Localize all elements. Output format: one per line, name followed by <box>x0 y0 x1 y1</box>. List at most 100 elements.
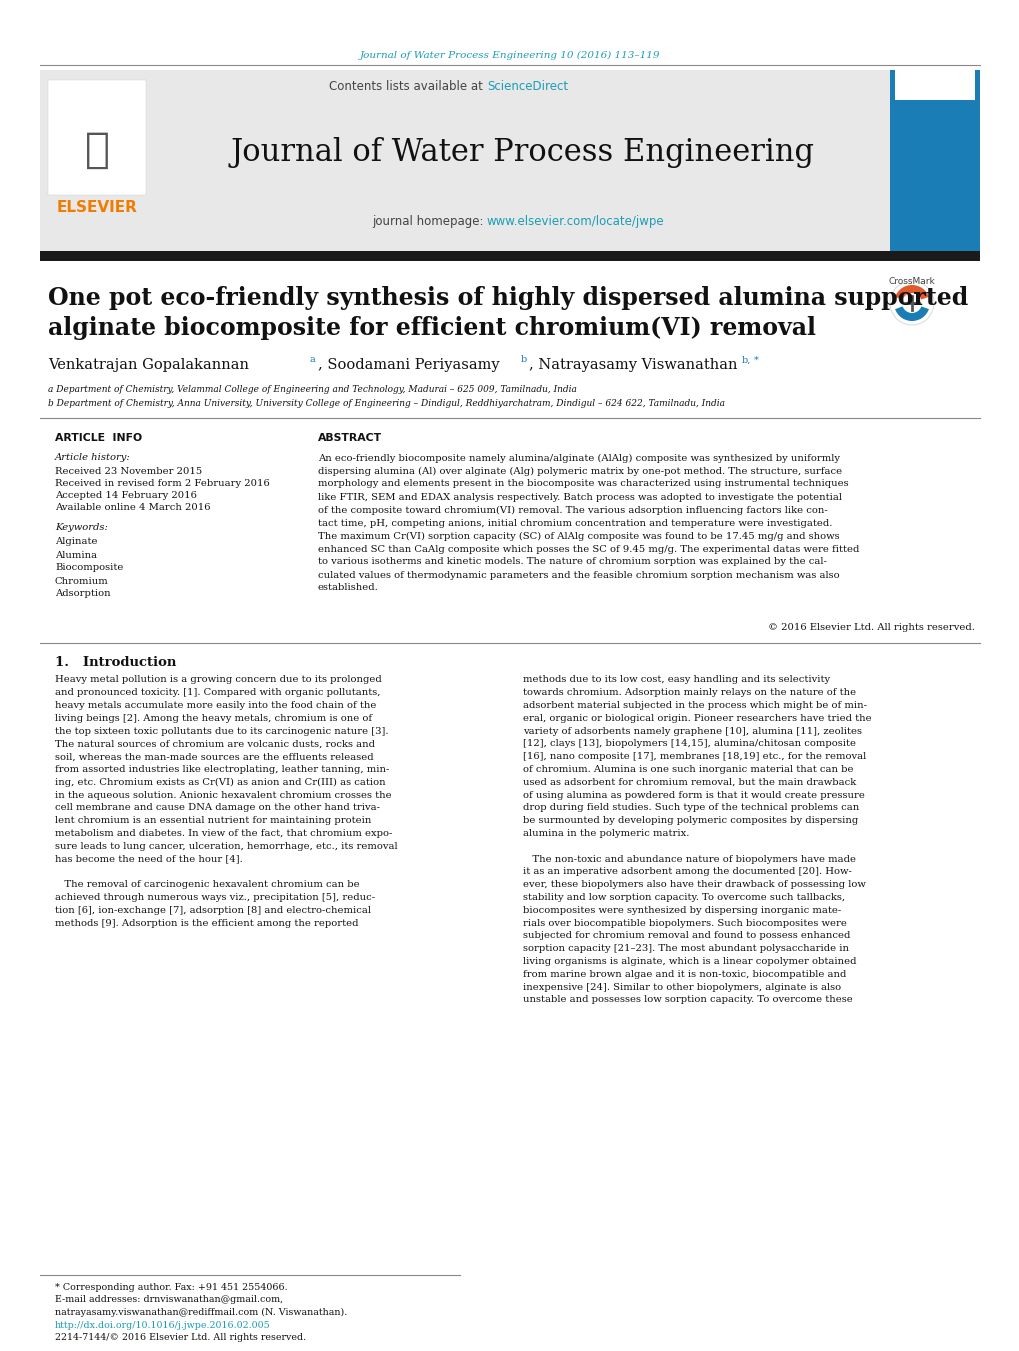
Text: used as adsorbent for chromium removal, but the main drawback: used as adsorbent for chromium removal, … <box>523 778 855 786</box>
Circle shape <box>890 281 933 326</box>
Text: tion [6], ion-exchange [7], adsorption [8] and electro-chemical: tion [6], ion-exchange [7], adsorption [… <box>55 907 371 915</box>
Text: established.: established. <box>318 584 378 593</box>
Text: *: * <box>753 355 758 365</box>
Text: The removal of carcinogenic hexavalent chromium can be: The removal of carcinogenic hexavalent c… <box>55 881 360 889</box>
Text: Journal of Water Process Engineering: Journal of Water Process Engineering <box>230 136 814 168</box>
Text: Biocomposite: Biocomposite <box>55 563 123 573</box>
Text: unstable and possesses low sorption capacity. To overcome these: unstable and possesses low sorption capa… <box>523 996 852 1005</box>
Text: a: a <box>310 355 316 365</box>
Text: Heavy metal pollution is a growing concern due to its prolonged: Heavy metal pollution is a growing conce… <box>55 676 381 685</box>
Text: The maximum Cr(VI) sorption capacity (SC) of AlAlg composite was found to be 17.: The maximum Cr(VI) sorption capacity (SC… <box>318 531 839 540</box>
Text: Accepted 14 February 2016: Accepted 14 February 2016 <box>55 490 197 500</box>
Text: dispersing alumina (Al) over alginate (Alg) polymeric matrix by one-pot method. : dispersing alumina (Al) over alginate (A… <box>318 466 842 476</box>
Text: culated values of thermodynamic parameters and the feasible chromium sorption me: culated values of thermodynamic paramete… <box>318 570 839 580</box>
Text: [16], nano composite [17], membranes [18,19] etc., for the removal: [16], nano composite [17], membranes [18… <box>523 753 865 762</box>
Text: natrayasamy.viswanathan@rediffmail.com (N. Viswanathan).: natrayasamy.viswanathan@rediffmail.com (… <box>55 1308 346 1317</box>
Text: tact time, pH, competing anions, initial chromium concentration and temperature : tact time, pH, competing anions, initial… <box>318 519 832 527</box>
Text: [12], clays [13], biopolymers [14,15], alumina/chitosan composite: [12], clays [13], biopolymers [14,15], a… <box>523 739 855 748</box>
Text: eral, organic or biological origin. Pioneer researchers have tried the: eral, organic or biological origin. Pion… <box>523 713 871 723</box>
Text: from marine brown algae and it is non-toxic, biocompatible and: from marine brown algae and it is non-to… <box>523 970 846 979</box>
Text: methods due to its low cost, easy handling and its selectivity: methods due to its low cost, easy handli… <box>523 676 829 685</box>
Text: * Corresponding author. Fax: +91 451 2554066.: * Corresponding author. Fax: +91 451 255… <box>55 1283 287 1293</box>
Text: sure leads to lung cancer, ulceration, hemorrhage, etc., its removal: sure leads to lung cancer, ulceration, h… <box>55 842 397 851</box>
Text: subjected for chromium removal and found to possess enhanced: subjected for chromium removal and found… <box>523 931 850 940</box>
Text: 🌲: 🌲 <box>85 128 109 172</box>
Text: Contents lists available at: Contents lists available at <box>329 81 486 93</box>
Text: stability and low sorption capacity. To overcome such tallbacks,: stability and low sorption capacity. To … <box>523 893 845 902</box>
Wedge shape <box>895 303 928 322</box>
Text: methods [9]. Adsorption is the efficient among the reported: methods [9]. Adsorption is the efficient… <box>55 919 358 928</box>
FancyBboxPatch shape <box>40 70 155 255</box>
Text: biocomposites were synthesized by dispersing inorganic mate-: biocomposites were synthesized by disper… <box>523 907 841 915</box>
Text: living organisms is alginate, which is a linear copolymer obtained: living organisms is alginate, which is a… <box>523 957 856 966</box>
Text: variety of adsorbents namely graphene [10], alumina [11], zeolites: variety of adsorbents namely graphene [1… <box>523 727 861 736</box>
Text: from assorted industries like electroplating, leather tanning, min-: from assorted industries like electropla… <box>55 765 389 774</box>
Circle shape <box>901 293 921 313</box>
Text: it as an imperative adsorbent among the documented [20]. How-: it as an imperative adsorbent among the … <box>523 867 851 877</box>
Text: An eco-friendly biocomposite namely alumina/alginate (AlAlg) composite was synth: An eco-friendly biocomposite namely alum… <box>318 454 840 462</box>
Text: Available online 4 March 2016: Available online 4 March 2016 <box>55 503 210 512</box>
Text: ever, these biopolymers also have their drawback of possessing low: ever, these biopolymers also have their … <box>523 881 865 889</box>
Text: ARTICLE  INFO: ARTICLE INFO <box>55 434 142 443</box>
Text: CrossMark: CrossMark <box>888 277 934 286</box>
Text: towards chromium. Adsorption mainly relays on the nature of the: towards chromium. Adsorption mainly rela… <box>523 688 855 697</box>
Text: sorption capacity [21–23]. The most abundant polysaccharide in: sorption capacity [21–23]. The most abun… <box>523 944 848 954</box>
Text: alumina in the polymeric matrix.: alumina in the polymeric matrix. <box>523 830 689 838</box>
FancyBboxPatch shape <box>40 251 979 261</box>
Text: Received 23 November 2015: Received 23 November 2015 <box>55 466 202 476</box>
Text: journal homepage:: journal homepage: <box>371 216 486 228</box>
Text: , Natrayasamy Viswanathan: , Natrayasamy Viswanathan <box>529 358 737 372</box>
Text: b Department of Chemistry, Anna University, University College of Engineering – : b Department of Chemistry, Anna Universi… <box>48 400 725 408</box>
Text: of using alumina as powdered form is that it would create pressure: of using alumina as powdered form is tha… <box>523 790 864 800</box>
FancyBboxPatch shape <box>48 80 146 195</box>
Text: Venkatrajan Gopalakannan: Venkatrajan Gopalakannan <box>48 358 249 372</box>
Text: E-mail addresses: drnviswanathan@gmail.com,: E-mail addresses: drnviswanathan@gmail.c… <box>55 1296 283 1305</box>
Text: b,: b, <box>741 355 751 365</box>
Text: inexpensive [24]. Similar to other biopolymers, alginate is also: inexpensive [24]. Similar to other biopo… <box>523 982 841 992</box>
Text: Received in revised form 2 February 2016: Received in revised form 2 February 2016 <box>55 478 269 488</box>
Text: the top sixteen toxic pollutants due to its carcinogenic nature [3].: the top sixteen toxic pollutants due to … <box>55 727 388 736</box>
Text: cell membrane and cause DNA damage on the other hand triva-: cell membrane and cause DNA damage on th… <box>55 804 380 812</box>
Text: rials over biocompatible biopolymers. Such biocomposites were: rials over biocompatible biopolymers. Su… <box>523 919 846 928</box>
Text: adsorbent material subjected in the process which might be of min-: adsorbent material subjected in the proc… <box>523 701 866 711</box>
Text: Journal of Water Process Engineering 10 (2016) 113–119: Journal of Water Process Engineering 10 … <box>360 50 659 59</box>
Text: Alumina: Alumina <box>55 550 97 559</box>
Text: ing, etc. Chromium exists as Cr(VI) as anion and Cr(III) as cation: ing, etc. Chromium exists as Cr(VI) as a… <box>55 778 385 788</box>
Text: and pronounced toxicity. [1]. Compared with organic pollutants,: and pronounced toxicity. [1]. Compared w… <box>55 688 380 697</box>
Text: be surmounted by developing polymeric composites by dispersing: be surmounted by developing polymeric co… <box>523 816 857 825</box>
Text: metabolism and diabetes. In view of the fact, that chromium expo-: metabolism and diabetes. In view of the … <box>55 830 392 838</box>
FancyBboxPatch shape <box>890 70 979 255</box>
Text: in the aqueous solution. Anionic hexavalent chromium crosses the: in the aqueous solution. Anionic hexaval… <box>55 790 391 800</box>
Text: living beings [2]. Among the heavy metals, chromium is one of: living beings [2]. Among the heavy metal… <box>55 713 372 723</box>
Text: achieved through numerous ways viz., precipitation [5], reduc-: achieved through numerous ways viz., pre… <box>55 893 375 902</box>
Text: Chromium: Chromium <box>55 577 109 585</box>
Text: 1.   Introduction: 1. Introduction <box>55 655 176 669</box>
Text: has become the need of the hour [4].: has become the need of the hour [4]. <box>55 855 243 863</box>
Text: like FTIR, SEM and EDAX analysis respectively. Batch process was adopted to inve: like FTIR, SEM and EDAX analysis respect… <box>318 493 841 501</box>
Text: © 2016 Elsevier Ltd. All rights reserved.: © 2016 Elsevier Ltd. All rights reserved… <box>767 624 974 632</box>
Text: ScienceDirect: ScienceDirect <box>486 81 568 93</box>
Text: Adsorption: Adsorption <box>55 589 110 598</box>
Text: of the composite toward chromium(VI) removal. The various adsorption influencing: of the composite toward chromium(VI) rem… <box>318 505 827 515</box>
Text: , Soodamani Periyasamy: , Soodamani Periyasamy <box>318 358 499 372</box>
Text: ELSEVIER: ELSEVIER <box>56 200 138 215</box>
Text: to various isotherms and kinetic models. The nature of chromium sorption was exp: to various isotherms and kinetic models.… <box>318 558 826 566</box>
Text: enhanced SC than CaAlg composite which posses the SC of 9.45 mg/g. The experimen: enhanced SC than CaAlg composite which p… <box>318 544 859 554</box>
Text: Article history:: Article history: <box>55 454 130 462</box>
Text: Keywords:: Keywords: <box>55 523 108 532</box>
Text: a Department of Chemistry, Velammal College of Engineering and Technology, Madur: a Department of Chemistry, Velammal Coll… <box>48 385 577 394</box>
Text: morphology and elements present in the biocomposite was characterized using inst: morphology and elements present in the b… <box>318 480 848 489</box>
Text: drop during field studies. Such type of the technical problems can: drop during field studies. Such type of … <box>523 804 858 812</box>
Text: JOURNAL OF
WATER PROCESS
ENGINEERING: JOURNAL OF WATER PROCESS ENGINEERING <box>905 76 964 95</box>
Text: The non-toxic and abundance nature of biopolymers have made: The non-toxic and abundance nature of bi… <box>523 855 855 863</box>
Text: www.elsevier.com/locate/jwpe: www.elsevier.com/locate/jwpe <box>486 216 664 228</box>
Text: ABSTRACT: ABSTRACT <box>318 434 382 443</box>
Text: http://dx.doi.org/10.1016/j.jwpe.2016.02.005: http://dx.doi.org/10.1016/j.jwpe.2016.02… <box>55 1320 270 1329</box>
Text: 2214-7144/© 2016 Elsevier Ltd. All rights reserved.: 2214-7144/© 2016 Elsevier Ltd. All right… <box>55 1333 306 1343</box>
FancyBboxPatch shape <box>894 70 974 100</box>
Text: Alginate: Alginate <box>55 538 98 547</box>
Text: One pot eco-friendly synthesis of highly dispersed alumina supported: One pot eco-friendly synthesis of highly… <box>48 286 967 309</box>
Text: soil, whereas the man-made sources are the effluents released: soil, whereas the man-made sources are t… <box>55 753 373 762</box>
Text: heavy metals accumulate more easily into the food chain of the: heavy metals accumulate more easily into… <box>55 701 376 711</box>
Text: lent chromium is an essential nutrient for maintaining protein: lent chromium is an essential nutrient f… <box>55 816 371 825</box>
